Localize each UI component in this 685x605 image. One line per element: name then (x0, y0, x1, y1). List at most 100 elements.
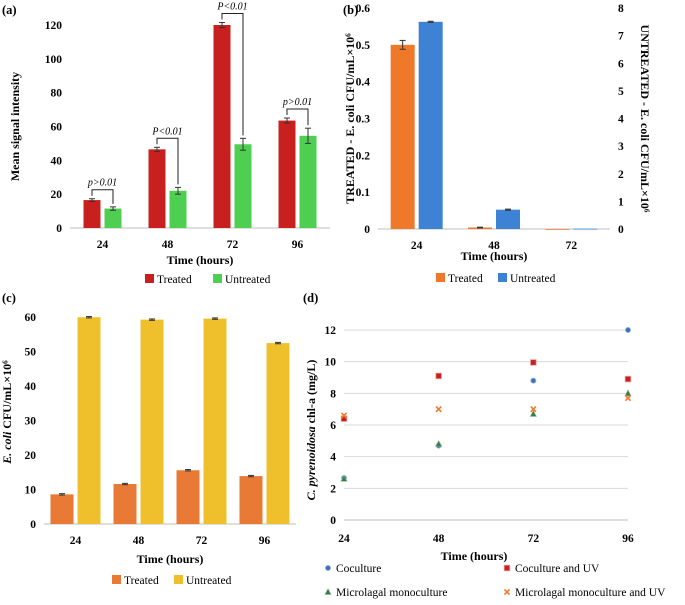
a-significance-bracket-72 (221, 12, 244, 136)
d-point-microlagal-monoculture-and-uv-48 (435, 406, 442, 413)
b-ytick-left-0: 0 (364, 224, 370, 236)
a-legend-swatch-untreated (213, 274, 222, 283)
a-ytick-6: 120 (45, 20, 63, 32)
a-pvalue-24: p>0.01 (87, 178, 117, 189)
a-x-label: Time (hours) (167, 253, 234, 267)
d-point-microlagal-monoculture-and-uv-96 (624, 394, 632, 402)
d-legend-microlagal-monoculture-and-uv: Microlagal monoculture and UV (515, 587, 666, 599)
a-xtick-1: 48 (162, 239, 174, 251)
b-ytick-right-0: 0 (618, 224, 624, 236)
c-bar-untreated-96 (266, 343, 290, 524)
panel-c-chart: (c) 0 10 20 30 40 50 60 E. coli CFU/mL×10⁶ Time (… (0, 291, 296, 587)
b-legend-untreated: Untreated (510, 273, 556, 285)
d-y-label: C. pyrenoidosa chl-a (mg/L) (304, 360, 318, 501)
a-legend-swatch-treated (145, 274, 154, 283)
a-pvalue-48: P<0.01 (151, 126, 182, 137)
d-point-microlagal-monoculture-72 (529, 409, 537, 417)
panel-b-chart: (b) 0 0.1 0.2 0.3 0.4 0.5 0.6 0 1 2 3 4 5 6 7 8 TREATED -… (343, 3, 652, 285)
d-point-coculture-and-uv-96 (624, 375, 632, 383)
a-pvalue-72: P<0.01 (216, 1, 247, 12)
d-point-microlagal-monoculture-96 (624, 389, 632, 397)
a-ytick-1: 20 (51, 189, 63, 201)
a-significance-bracket-96 (286, 108, 309, 126)
b-ytick-right-2: 2 (618, 169, 624, 181)
d-ytick-2: 4 (330, 452, 336, 464)
b-bar-treated-72 (545, 229, 570, 230)
d-xtick-0: 24 (338, 533, 350, 545)
panel-d-label: (d) (303, 291, 318, 305)
b-ytick-right-5: 5 (618, 86, 624, 98)
d-xtick-2: 72 (528, 533, 540, 545)
d-legend-marker-coculture (324, 565, 331, 572)
d-point-coculture-and-uv-48 (435, 372, 442, 380)
c-xtick-1: 48 (133, 535, 145, 547)
b-ytick-left-6: 0.6 (356, 3, 371, 15)
b-ytick-left-3: 0.3 (356, 114, 371, 126)
a-legend-untreated: Untreated (225, 274, 271, 286)
c-y-label: E. coli CFU/mL×10⁶ (0, 360, 14, 465)
a-pvalue-96: p>0.01 (282, 97, 312, 108)
panel-b-label: (b) (343, 3, 358, 17)
b-bar-untreated-48 (496, 209, 520, 229)
a-significance-bracket-48 (156, 137, 179, 185)
b-xtick-0: 24 (411, 240, 423, 252)
b-xtick-1: 48 (488, 240, 500, 252)
c-bar-untreated-48 (140, 319, 164, 524)
a-bar-untreated-72 (234, 144, 252, 228)
panel-a-label: (a) (2, 3, 17, 17)
c-bar-treated-24 (50, 494, 74, 524)
d-point-coculture-96 (625, 326, 632, 333)
c-ytick-0: 0 (30, 519, 36, 531)
b-ytick-right-8: 8 (618, 3, 624, 15)
b-ytick-right-7: 7 (618, 31, 624, 43)
c-ytick-1: 10 (25, 485, 37, 497)
a-bar-treated-72 (213, 25, 231, 228)
a-bar-untreated-24 (104, 208, 122, 228)
b-ytick-right-1: 1 (618, 196, 624, 208)
b-ytick-right-6: 6 (618, 58, 624, 70)
d-ytick-0: 0 (330, 515, 336, 527)
d-ytick-6: 12 (325, 325, 337, 337)
panel-c-label: (c) (2, 291, 16, 305)
d-point-microlagal-monoculture-and-uv-72 (530, 406, 537, 413)
b-y-label-right: UNTREATED - E. coli CFU/mL×10⁶ (638, 25, 652, 213)
c-xtick-3: 96 (259, 535, 271, 547)
a-ytick-5: 100 (45, 54, 63, 66)
d-ytick-5: 10 (325, 357, 337, 369)
d-xtick-1: 48 (433, 533, 445, 545)
d-point-microlagal-monoculture-24 (340, 474, 348, 482)
d-legend-coculture: Coculture (336, 563, 381, 575)
a-bar-treated-24 (83, 200, 101, 228)
d-point-microlagal-monoculture-and-uv-24 (340, 412, 348, 419)
b-ytick-left-5: 0.5 (356, 40, 371, 52)
a-xtick-2: 72 (227, 239, 239, 251)
c-ytick-2: 20 (25, 450, 37, 462)
b-x-label: Time (hours) (461, 249, 528, 263)
d-legend-marker-coculture-and-uv (503, 564, 511, 572)
b-ytick-right-3: 3 (618, 141, 624, 153)
c-ytick-6: 60 (25, 312, 37, 324)
c-bar-treated-48 (113, 484, 137, 524)
b-bar-treated-24 (390, 44, 415, 230)
c-legend-swatch-untreated (174, 575, 183, 584)
b-legend-swatch-treated (436, 273, 445, 282)
d-legend-marker-microlagal-monoculture-and-uv (503, 588, 511, 596)
c-bar-treated-96 (239, 476, 263, 524)
b-xtick-2: 72 (566, 240, 578, 252)
c-bar-treated-72 (176, 470, 200, 524)
d-point-coculture-72 (530, 377, 537, 384)
a-ytick-4: 80 (51, 88, 63, 100)
d-legend-marker-microlagal-monoculture (324, 588, 332, 595)
c-legend-untreated: Untreated (186, 575, 232, 587)
b-ytick-left-4: 0.4 (356, 77, 371, 89)
d-legend-microlagal-monoculture: Microlagal monoculture (336, 587, 447, 599)
c-xtick-0: 24 (70, 535, 82, 547)
c-legend-swatch-treated (112, 575, 121, 584)
panel-a-chart: (a) 0 20 40 60 80 100 120 Mean signal intensity T… (2, 1, 330, 286)
d-x-label: Time (hours) (441, 549, 508, 563)
c-legend-treated: Treated (124, 575, 159, 587)
c-x-label: Time (hours) (137, 552, 204, 566)
c-ytick-4: 40 (25, 381, 37, 393)
a-y-label: Mean signal intensity (8, 72, 22, 181)
